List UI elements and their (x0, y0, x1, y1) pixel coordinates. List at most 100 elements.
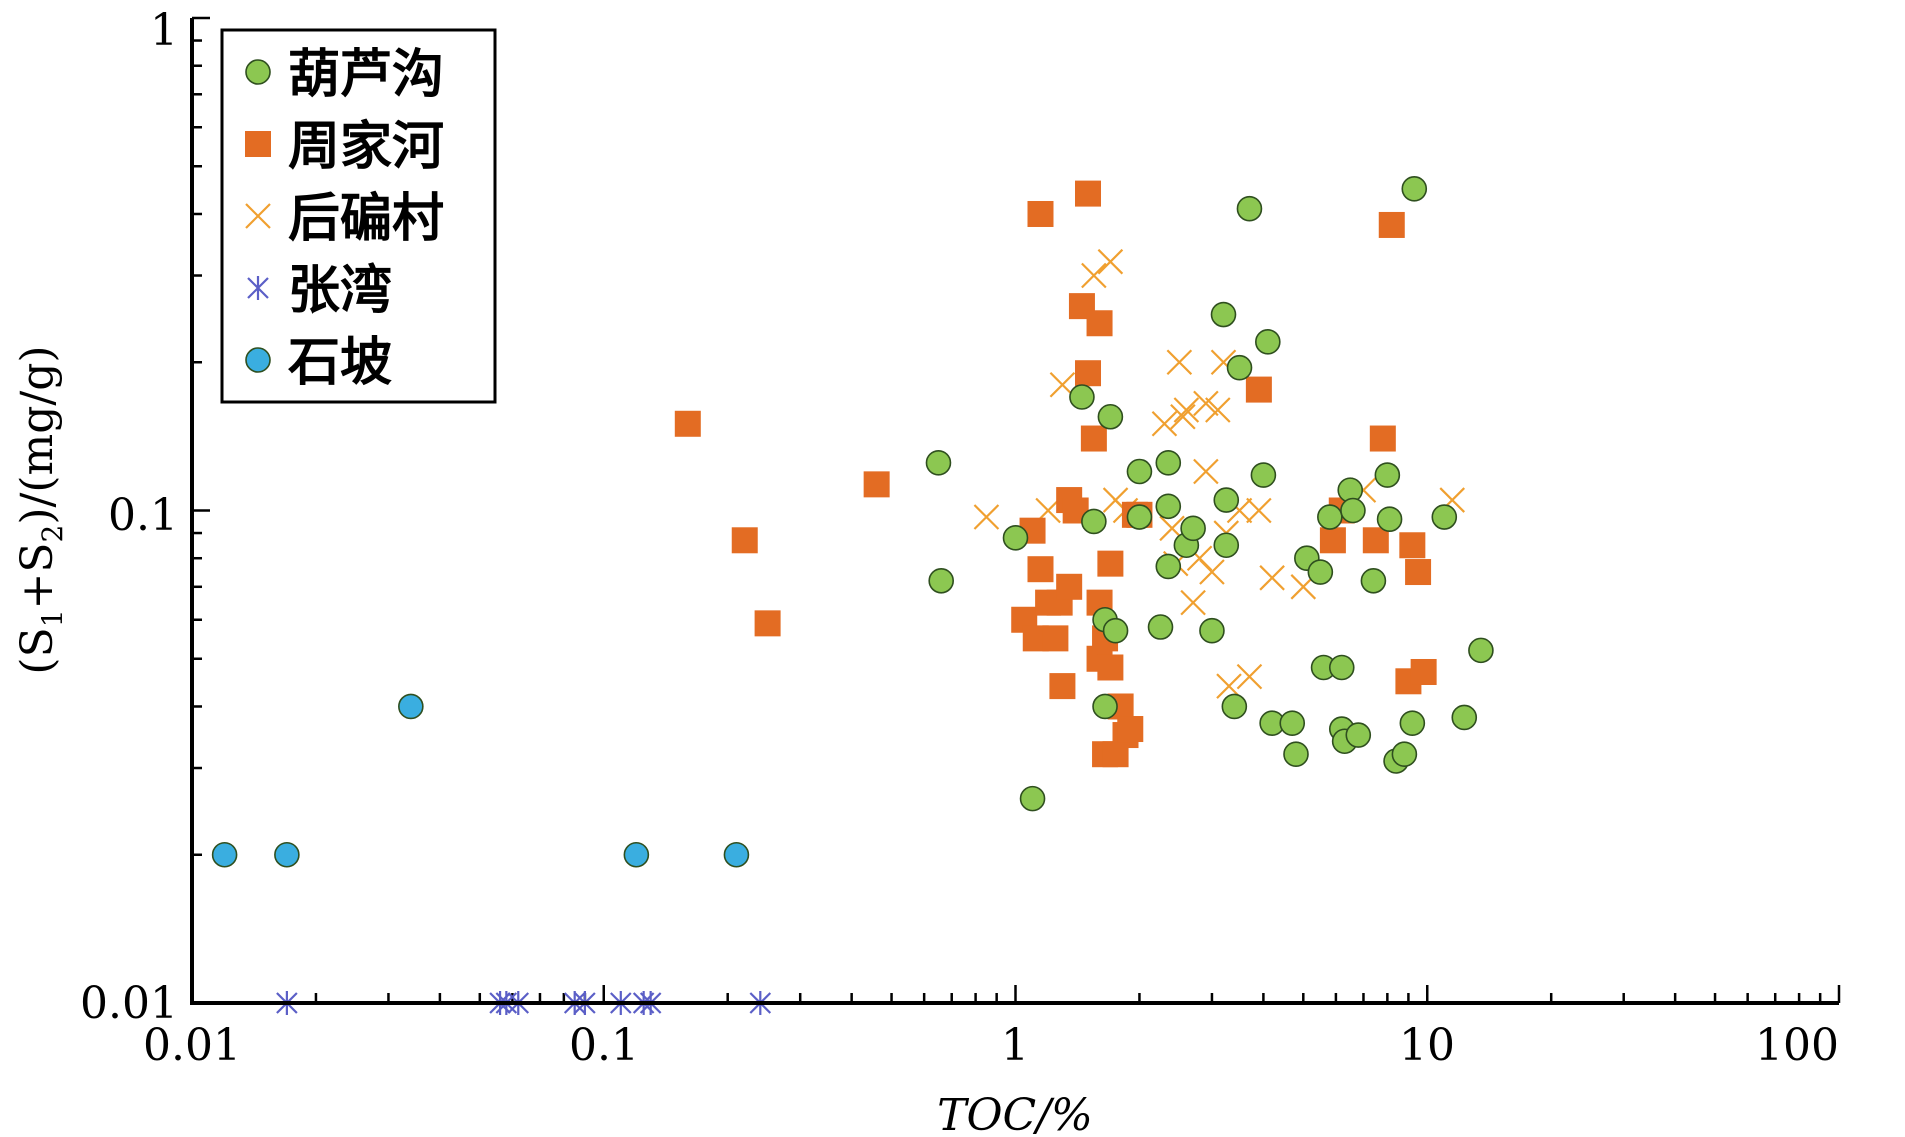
data-point (1151, 410, 1178, 437)
data-point (1401, 175, 1428, 202)
series-0 (925, 175, 1494, 812)
data-point (1080, 425, 1107, 452)
data-point (1056, 573, 1083, 600)
data-point (1236, 663, 1263, 690)
data-point (925, 449, 952, 476)
data-point (1399, 710, 1426, 736)
data-point (674, 410, 701, 437)
data-point (274, 841, 300, 868)
data-point (1097, 654, 1124, 681)
data-point (723, 841, 750, 868)
data-point (1199, 559, 1225, 585)
data-point (1250, 462, 1277, 488)
legend-label-houbiancun: 后碥村 (288, 188, 444, 249)
data-point (1075, 180, 1102, 207)
data-points (211, 175, 1494, 1015)
x-tick-label-0.01: 0.01 (143, 1020, 241, 1071)
data-point (1155, 553, 1182, 580)
data-point (1205, 397, 1231, 423)
data-point (731, 527, 758, 554)
data-point (1081, 508, 1107, 535)
data-point (1431, 504, 1458, 530)
data-point (1092, 693, 1118, 720)
data-point (928, 567, 954, 594)
data-point (1328, 654, 1355, 681)
data-point (1199, 617, 1225, 644)
data-point (1360, 567, 1387, 594)
data-point (1155, 449, 1182, 476)
data-point (1391, 741, 1418, 768)
data-point (1340, 497, 1366, 524)
data-point (1374, 462, 1401, 488)
x-tick-label-1: 1 (1001, 1020, 1029, 1071)
data-point (1049, 673, 1076, 700)
y-tick-label-1: 1 (150, 5, 178, 56)
data-point (1245, 376, 1272, 403)
data-point (1399, 532, 1426, 559)
data-point (1378, 211, 1405, 238)
data-point (1369, 425, 1396, 452)
data-point (1255, 329, 1281, 355)
data-point (1126, 504, 1153, 530)
data-point (1259, 565, 1285, 591)
x-axis-title: TOC/% (937, 1090, 1093, 1137)
data-point (1166, 349, 1193, 376)
data-point (1027, 200, 1054, 227)
legend-marker (245, 203, 271, 229)
data-point (1170, 403, 1196, 430)
data-point (1468, 637, 1494, 664)
x-tick-label-100: 100 (1755, 1020, 1839, 1071)
data-point (1155, 493, 1182, 520)
data-point (1405, 559, 1432, 586)
legend-marker (245, 59, 271, 85)
y-tick-label-0.01: 0.01 (80, 978, 178, 1029)
data-point (1283, 741, 1309, 768)
data-point (1213, 532, 1240, 559)
legend-marker (245, 347, 271, 373)
data-point (623, 841, 650, 868)
legend: 葫芦沟 周家河 后碥村 张湾 石坡 (220, 28, 497, 404)
data-point (1317, 504, 1343, 530)
data-point (1027, 556, 1054, 583)
data-point (1319, 527, 1346, 554)
legend-markers (245, 59, 271, 373)
data-point (1345, 722, 1372, 748)
data-point (211, 841, 238, 868)
data-point (1069, 384, 1095, 410)
data-point (1279, 710, 1306, 736)
data-point (1236, 195, 1263, 222)
data-point (1147, 614, 1174, 640)
data-point (1173, 397, 1200, 423)
legend-label-zhangwan: 张湾 (288, 260, 392, 321)
data-point (1451, 704, 1478, 731)
data-point (1081, 262, 1107, 289)
legend-label-shipo: 石坡 (288, 332, 392, 393)
data-point (1376, 506, 1403, 533)
series-4 (211, 693, 750, 868)
data-point (1213, 487, 1240, 513)
data-point (1097, 403, 1124, 430)
x-tick-label-10: 10 (1399, 1020, 1455, 1071)
legend-label-zhoujiahe: 周家河 (288, 116, 444, 177)
data-point (1193, 390, 1219, 417)
data-point (1410, 658, 1437, 685)
legend-box (220, 28, 497, 404)
y-tick-label-0.1: 0.1 (108, 490, 178, 541)
data-point (1117, 716, 1144, 743)
data-point (1097, 550, 1124, 577)
data-point (1002, 525, 1029, 551)
y-axis-title: (S1+S2)/(mg/g) (12, 345, 69, 674)
data-point (754, 610, 781, 637)
data-point (1042, 625, 1069, 652)
data-point (398, 693, 424, 720)
legend-label-hulugou: 葫芦沟 (288, 44, 444, 105)
data-point (1246, 497, 1272, 524)
data-point (1019, 785, 1046, 812)
data-point (1307, 559, 1334, 585)
data-point (1126, 458, 1153, 485)
data-point (1210, 301, 1237, 328)
data-point (1180, 515, 1206, 542)
data-point (1180, 589, 1206, 616)
data-point (1097, 248, 1124, 275)
